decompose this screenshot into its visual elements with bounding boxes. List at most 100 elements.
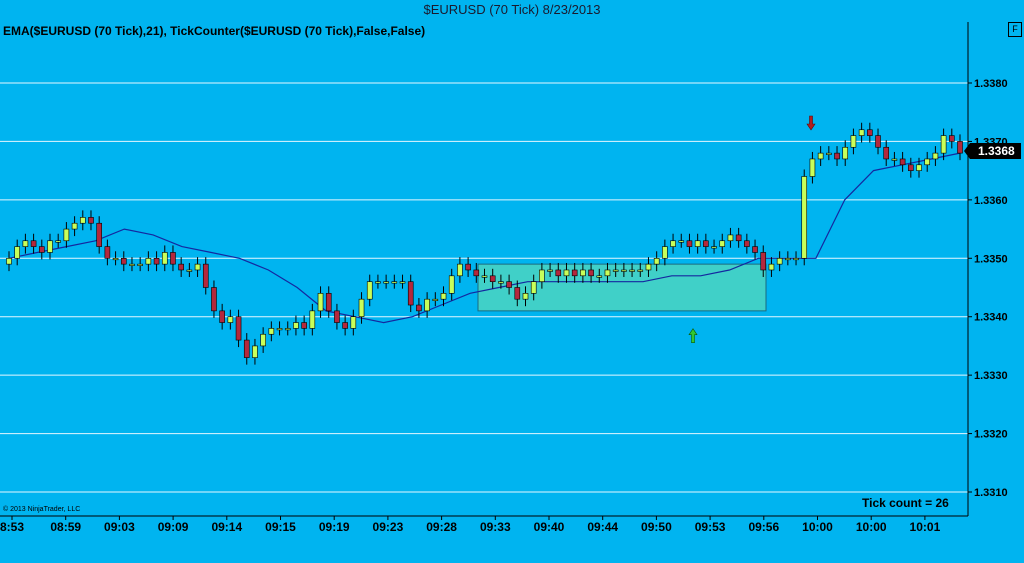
y-tick-label: 1.3360 [974, 195, 1008, 207]
x-tick-label: 08:59 [50, 520, 81, 534]
candle [498, 274, 504, 289]
candle [63, 222, 70, 248]
candle [194, 257, 201, 277]
x-tick-label: 10:00 [802, 520, 833, 534]
x-tick-label: 09:03 [104, 520, 135, 534]
up-arrow-icon [688, 328, 698, 344]
down-arrow-icon [806, 115, 816, 131]
window-title: $EURUSD (70 Tick) 8/23/2013 [0, 0, 1024, 20]
candle [120, 251, 127, 272]
candle [547, 262, 553, 277]
candle [457, 257, 463, 283]
tick-count-label: Tick count = 26 [862, 496, 949, 510]
candle [817, 146, 824, 166]
candle [867, 122, 873, 143]
candle [219, 303, 225, 330]
candle [940, 128, 947, 161]
candle [653, 251, 660, 272]
candle [22, 233, 29, 254]
candle [88, 210, 94, 231]
candle [530, 274, 537, 301]
candle [768, 257, 775, 277]
candle [276, 321, 283, 336]
candle [317, 286, 324, 318]
candle [38, 239, 45, 260]
candle [875, 128, 881, 155]
candle [227, 309, 234, 330]
candle [957, 134, 963, 161]
candle [268, 321, 275, 342]
candle [834, 146, 840, 166]
candle [588, 262, 594, 283]
candle [252, 338, 258, 365]
candle [383, 274, 389, 289]
x-tick-label: 09:50 [641, 520, 672, 534]
candle [842, 140, 849, 166]
candle [432, 292, 439, 307]
candle [793, 251, 799, 266]
candle [161, 245, 168, 272]
candle [366, 274, 373, 307]
candle [178, 257, 184, 277]
candle [539, 262, 545, 289]
chart-menu-button[interactable]: F [1008, 22, 1022, 37]
candle [809, 151, 816, 184]
candle [325, 286, 332, 318]
candle [645, 257, 652, 277]
candle [79, 210, 86, 231]
candle [416, 298, 422, 318]
candle [801, 169, 808, 266]
candle [129, 257, 135, 272]
candle [473, 262, 480, 283]
gridlines [0, 82, 968, 493]
current-price-tag: 1.3368 [964, 143, 1021, 159]
candle [719, 233, 726, 254]
candle [686, 233, 693, 254]
indicator-label: EMA($EURUSD (70 Tick),21), TickCounter($… [3, 24, 426, 38]
x-tick-label: 09:33 [480, 520, 511, 534]
x-tick-label: 09:40 [534, 520, 565, 534]
candle [104, 239, 111, 266]
candle [670, 233, 676, 254]
candle [284, 321, 291, 336]
candle [776, 251, 783, 272]
candle [826, 146, 832, 161]
candle [752, 239, 758, 260]
candle [727, 227, 734, 248]
copyright-text: © 2013 NinjaTrader, LLC [3, 506, 81, 513]
candle [235, 309, 242, 348]
candle [596, 268, 603, 283]
candle [850, 128, 857, 155]
candle [14, 239, 20, 266]
x-axis-tick-labels: 8:53 08:59 09:03 09:09 09:14 09:15 09:19 09:23 0… [0, 516, 941, 534]
candle [481, 268, 488, 283]
candle [202, 257, 209, 295]
x-tick-label: 09:53 [695, 520, 726, 534]
candle [399, 274, 406, 289]
x-tick-label: 10:00 [856, 520, 887, 534]
candle [137, 257, 143, 272]
x-tick-label: 09:28 [426, 520, 457, 534]
candle [301, 315, 307, 336]
candle [949, 128, 955, 149]
candle [629, 262, 635, 277]
candle [211, 280, 217, 318]
candle [899, 151, 906, 172]
x-tick-label: 09:14 [211, 520, 242, 534]
y-tick-label: 1.3310 [974, 487, 1008, 499]
x-tick-label: 09:09 [158, 520, 189, 534]
candle [555, 262, 562, 283]
candle [637, 262, 644, 277]
candle [465, 257, 471, 277]
x-tick-label: 09:44 [587, 520, 618, 534]
x-tick-label: 09:15 [265, 520, 296, 534]
candlesticks [6, 122, 963, 365]
x-tick-label: 09:19 [319, 520, 350, 534]
candle [908, 157, 914, 178]
candle [858, 122, 865, 143]
candle [334, 303, 340, 330]
candle [424, 292, 430, 318]
y-axis-tick-labels: 1.3310 1.3320 1.3330 1.3340 1.3350 1.3360 1.33… [968, 78, 1008, 499]
candle [785, 251, 791, 266]
